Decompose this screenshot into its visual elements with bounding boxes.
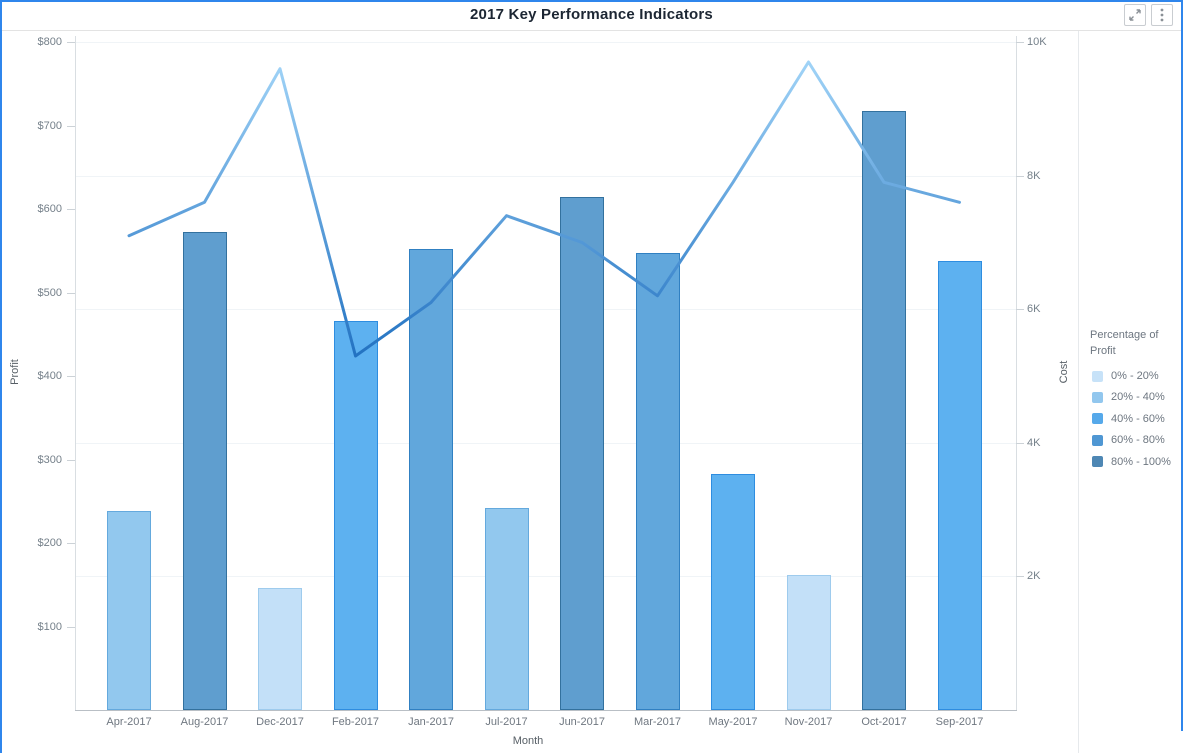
legend-title: Percentage of Profit [1090,329,1159,357]
right-axis-tick [1016,175,1024,177]
right-axis-tick-label: 2K [1027,570,1041,583]
left-axis-tick [67,459,75,461]
left-axis-tick-label: $400 [37,370,62,382]
x-axis-label: May-2017 [708,716,758,728]
gridline [75,42,1016,43]
left-axis-tick [67,209,75,210]
fullscreen-button[interactable] [1124,4,1146,26]
right-axis-tick-label: 4K [1027,436,1041,449]
x-axis-title: Month [512,735,544,747]
gridline [75,576,1016,578]
right-axis-tick-label: 10K [1027,36,1047,48]
legend-swatch [1092,370,1103,382]
profit-bar-apr-2017[interactable] [107,511,151,710]
right-axis-tick [1016,576,1024,578]
left-axis-tick-label: $800 [37,36,62,48]
x-axis-label: Nov-2017 [784,716,833,728]
left-axis-tick-label: $700 [37,119,62,132]
legend-label: 80% - 100% [1111,455,1171,468]
left-axis-tick [67,292,75,294]
legend-label: 60% - 80% [1111,434,1165,447]
x-axis-label: Dec-2017 [256,716,304,728]
profit-bar-aug-2017[interactable] [182,231,227,710]
right-axis-tick [1016,442,1024,444]
profit-bar-jun-2017[interactable] [560,197,604,710]
chart-title: 2017 Key Performance Indicators [470,6,713,23]
x-axis-label: Sep-2017 [935,716,984,728]
x-axis-label: Jan-2017 [408,716,454,728]
frame-border-left [0,0,2,753]
right-axis-title: Cost [1058,360,1070,384]
profit-bar-mar-2017[interactable] [635,253,680,710]
left-axis-line [75,36,76,711]
left-axis-tick [67,626,75,628]
legend-swatch [1092,391,1103,403]
cost-line[interactable] [127,60,961,358]
profit-bar-may-2017[interactable] [711,473,755,710]
legend-divider [1078,30,1079,753]
profit-bar-jul-2017[interactable] [484,507,529,710]
frame-border-top [0,0,1183,2]
kebab-menu-icon [1160,8,1164,22]
legend-label: 20% - 40% [1111,391,1165,404]
right-axis-tick [1016,42,1024,43]
profit-bar-sep-2017[interactable] [937,260,982,710]
profit-bar-feb-2017[interactable] [333,320,378,710]
left-axis-tick [67,543,75,544]
x-axis-label: Feb-2017 [331,716,380,728]
right-axis-tick [1016,309,1024,311]
legend-item-4060[interactable]: 40% - 60% [1092,412,1165,426]
legend-item-6080[interactable]: 60% - 80% [1092,433,1165,447]
left-axis-title: Profit [9,359,21,385]
left-axis-tick [67,42,75,43]
legend-swatch [1092,413,1103,425]
legend-item-80100[interactable]: 80% - 100% [1092,455,1171,469]
right-axis-tick-label: 6K [1027,303,1041,316]
x-axis-label: Aug-2017 [180,716,229,728]
left-axis-tick-label: $500 [37,286,62,299]
context-menu-button[interactable] [1151,4,1173,26]
right-axis-line [1016,36,1017,711]
x-axis-line [75,710,1017,711]
left-axis-tick-label: $300 [37,453,62,466]
right-axis-tick-label: 8K [1027,169,1041,182]
x-axis-label: Mar-2017 [633,716,682,728]
x-axis-label: Jun-2017 [559,716,605,728]
chart-toolbar [1124,4,1173,26]
x-axis-label: Oct-2017 [861,716,907,728]
legend-swatch [1092,456,1103,468]
legend-item-020[interactable]: 0% - 20% [1092,369,1159,383]
profit-bar-nov-2017[interactable] [786,574,831,710]
x-axis-label: Apr-2017 [106,716,152,728]
left-axis-tick-label: $200 [37,537,62,549]
chart-titlebar: 2017 Key Performance Indicators [0,0,1183,31]
legend-label: 0% - 20% [1111,370,1159,382]
left-axis-tick [67,125,75,127]
expand-icon [1129,9,1141,21]
left-axis-tick-label: $100 [37,620,62,633]
profit-bar-dec-2017[interactable] [258,588,302,710]
gridline [75,442,1016,444]
frame-border-right [1181,0,1183,731]
profit-bar-oct-2017[interactable] [862,111,906,710]
left-axis-tick [67,376,75,377]
x-axis-label: Jul-2017 [485,716,528,728]
legend-label: 40% - 60% [1111,412,1165,425]
legend-swatch [1092,434,1103,446]
legend-item-2040[interactable]: 20% - 40% [1092,390,1165,404]
profit-bar-jan-2017[interactable] [409,249,453,710]
left-axis-tick-label: $600 [37,203,62,215]
